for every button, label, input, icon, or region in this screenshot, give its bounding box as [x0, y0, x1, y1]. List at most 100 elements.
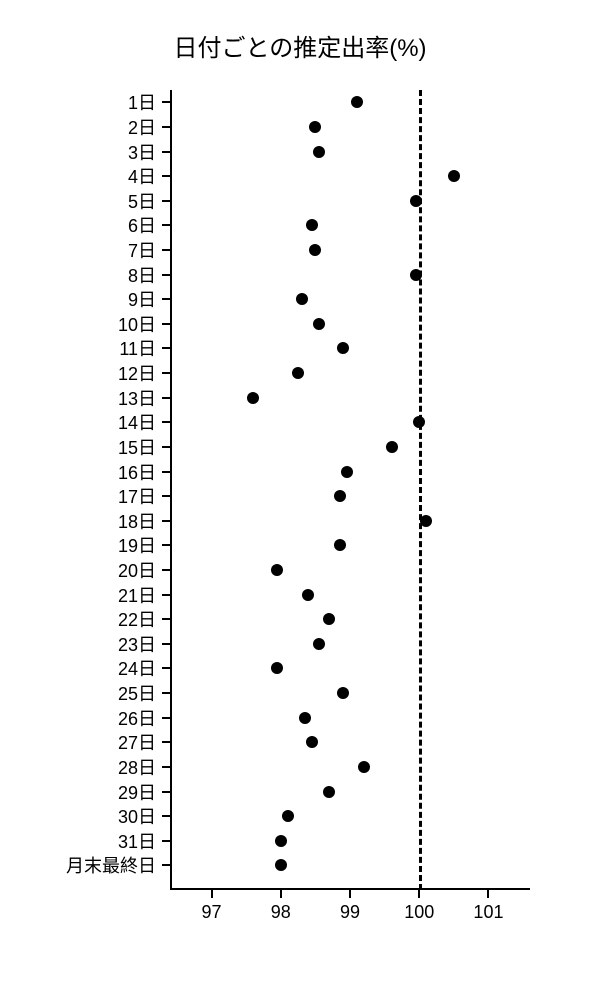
- data-point: [413, 416, 425, 428]
- data-point: [302, 589, 314, 601]
- data-point: [351, 96, 363, 108]
- y-tick-label: 17日: [118, 483, 156, 509]
- data-point: [448, 170, 460, 182]
- y-axis: [170, 90, 172, 890]
- y-tick: [162, 421, 170, 423]
- data-point: [282, 810, 294, 822]
- y-tick: [162, 791, 170, 793]
- x-tick: [418, 890, 420, 898]
- y-tick: [162, 397, 170, 399]
- y-tick-label: 31日: [118, 828, 156, 854]
- x-tick-label: 98: [271, 902, 291, 923]
- y-tick-label: 13日: [118, 385, 156, 411]
- y-tick-label: 7日: [128, 237, 156, 263]
- y-tick: [162, 766, 170, 768]
- x-tick-label: 97: [202, 902, 222, 923]
- y-tick: [162, 569, 170, 571]
- data-point: [306, 219, 318, 231]
- y-tick: [162, 200, 170, 202]
- x-tick-label: 100: [404, 902, 434, 923]
- y-tick-label: 月末最終日: [66, 852, 156, 878]
- data-point: [334, 490, 346, 502]
- y-tick-label: 23日: [118, 631, 156, 657]
- y-tick-label: 4日: [128, 163, 156, 189]
- y-tick-label: 29日: [118, 779, 156, 805]
- x-tick-label: 101: [473, 902, 503, 923]
- y-tick: [162, 101, 170, 103]
- data-point: [271, 662, 283, 674]
- y-tick-label: 6日: [128, 212, 156, 238]
- data-point: [337, 687, 349, 699]
- data-point: [296, 293, 308, 305]
- y-tick-label: 20日: [118, 557, 156, 583]
- data-point: [386, 441, 398, 453]
- y-tick-label: 24日: [118, 655, 156, 681]
- y-tick-label: 26日: [118, 705, 156, 731]
- data-point: [309, 244, 321, 256]
- data-point: [420, 515, 432, 527]
- y-tick-label: 22日: [118, 606, 156, 632]
- data-point: [323, 613, 335, 625]
- y-tick-label: 16日: [118, 459, 156, 485]
- y-tick-label: 14日: [118, 409, 156, 435]
- y-tick-label: 18日: [118, 508, 156, 534]
- data-point: [271, 564, 283, 576]
- data-point: [313, 638, 325, 650]
- y-tick: [162, 520, 170, 522]
- data-point: [275, 859, 287, 871]
- y-tick-label: 28日: [118, 754, 156, 780]
- data-point: [299, 712, 311, 724]
- y-tick-label: 30日: [118, 803, 156, 829]
- y-tick: [162, 667, 170, 669]
- y-tick-label: 27日: [118, 729, 156, 755]
- y-tick: [162, 717, 170, 719]
- y-tick: [162, 643, 170, 645]
- y-tick: [162, 618, 170, 620]
- y-tick-label: 10日: [118, 311, 156, 337]
- y-tick-label: 3日: [128, 139, 156, 165]
- x-tick: [280, 890, 282, 898]
- data-point: [410, 269, 422, 281]
- data-point: [306, 736, 318, 748]
- y-tick-label: 9日: [128, 286, 156, 312]
- data-point: [247, 392, 259, 404]
- y-tick: [162, 224, 170, 226]
- data-point: [275, 835, 287, 847]
- y-tick: [162, 815, 170, 817]
- y-tick-label: 1日: [128, 89, 156, 115]
- y-tick: [162, 274, 170, 276]
- y-tick: [162, 298, 170, 300]
- y-tick: [162, 249, 170, 251]
- data-point: [341, 466, 353, 478]
- data-point: [313, 146, 325, 158]
- y-tick: [162, 347, 170, 349]
- reference-line: [419, 90, 422, 890]
- y-tick: [162, 864, 170, 866]
- y-tick: [162, 446, 170, 448]
- y-tick: [162, 840, 170, 842]
- y-tick-label: 8日: [128, 262, 156, 288]
- data-point: [292, 367, 304, 379]
- y-tick: [162, 151, 170, 153]
- data-point: [313, 318, 325, 330]
- y-tick: [162, 495, 170, 497]
- data-point: [337, 342, 349, 354]
- x-tick: [349, 890, 351, 898]
- data-point: [358, 761, 370, 773]
- y-tick: [162, 544, 170, 546]
- data-point: [334, 539, 346, 551]
- y-tick: [162, 126, 170, 128]
- x-tick: [211, 890, 213, 898]
- y-tick: [162, 372, 170, 374]
- y-tick-label: 19日: [118, 532, 156, 558]
- y-tick-label: 15日: [118, 434, 156, 460]
- y-tick: [162, 692, 170, 694]
- y-tick: [162, 323, 170, 325]
- plot-area: 1日2日3日4日5日6日7日8日9日10日11日12日13日14日15日16日1…: [170, 90, 530, 890]
- y-tick: [162, 594, 170, 596]
- data-point: [410, 195, 422, 207]
- x-tick: [487, 890, 489, 898]
- x-tick-label: 99: [340, 902, 360, 923]
- y-tick-label: 11日: [119, 335, 156, 361]
- y-tick-label: 25日: [118, 680, 156, 706]
